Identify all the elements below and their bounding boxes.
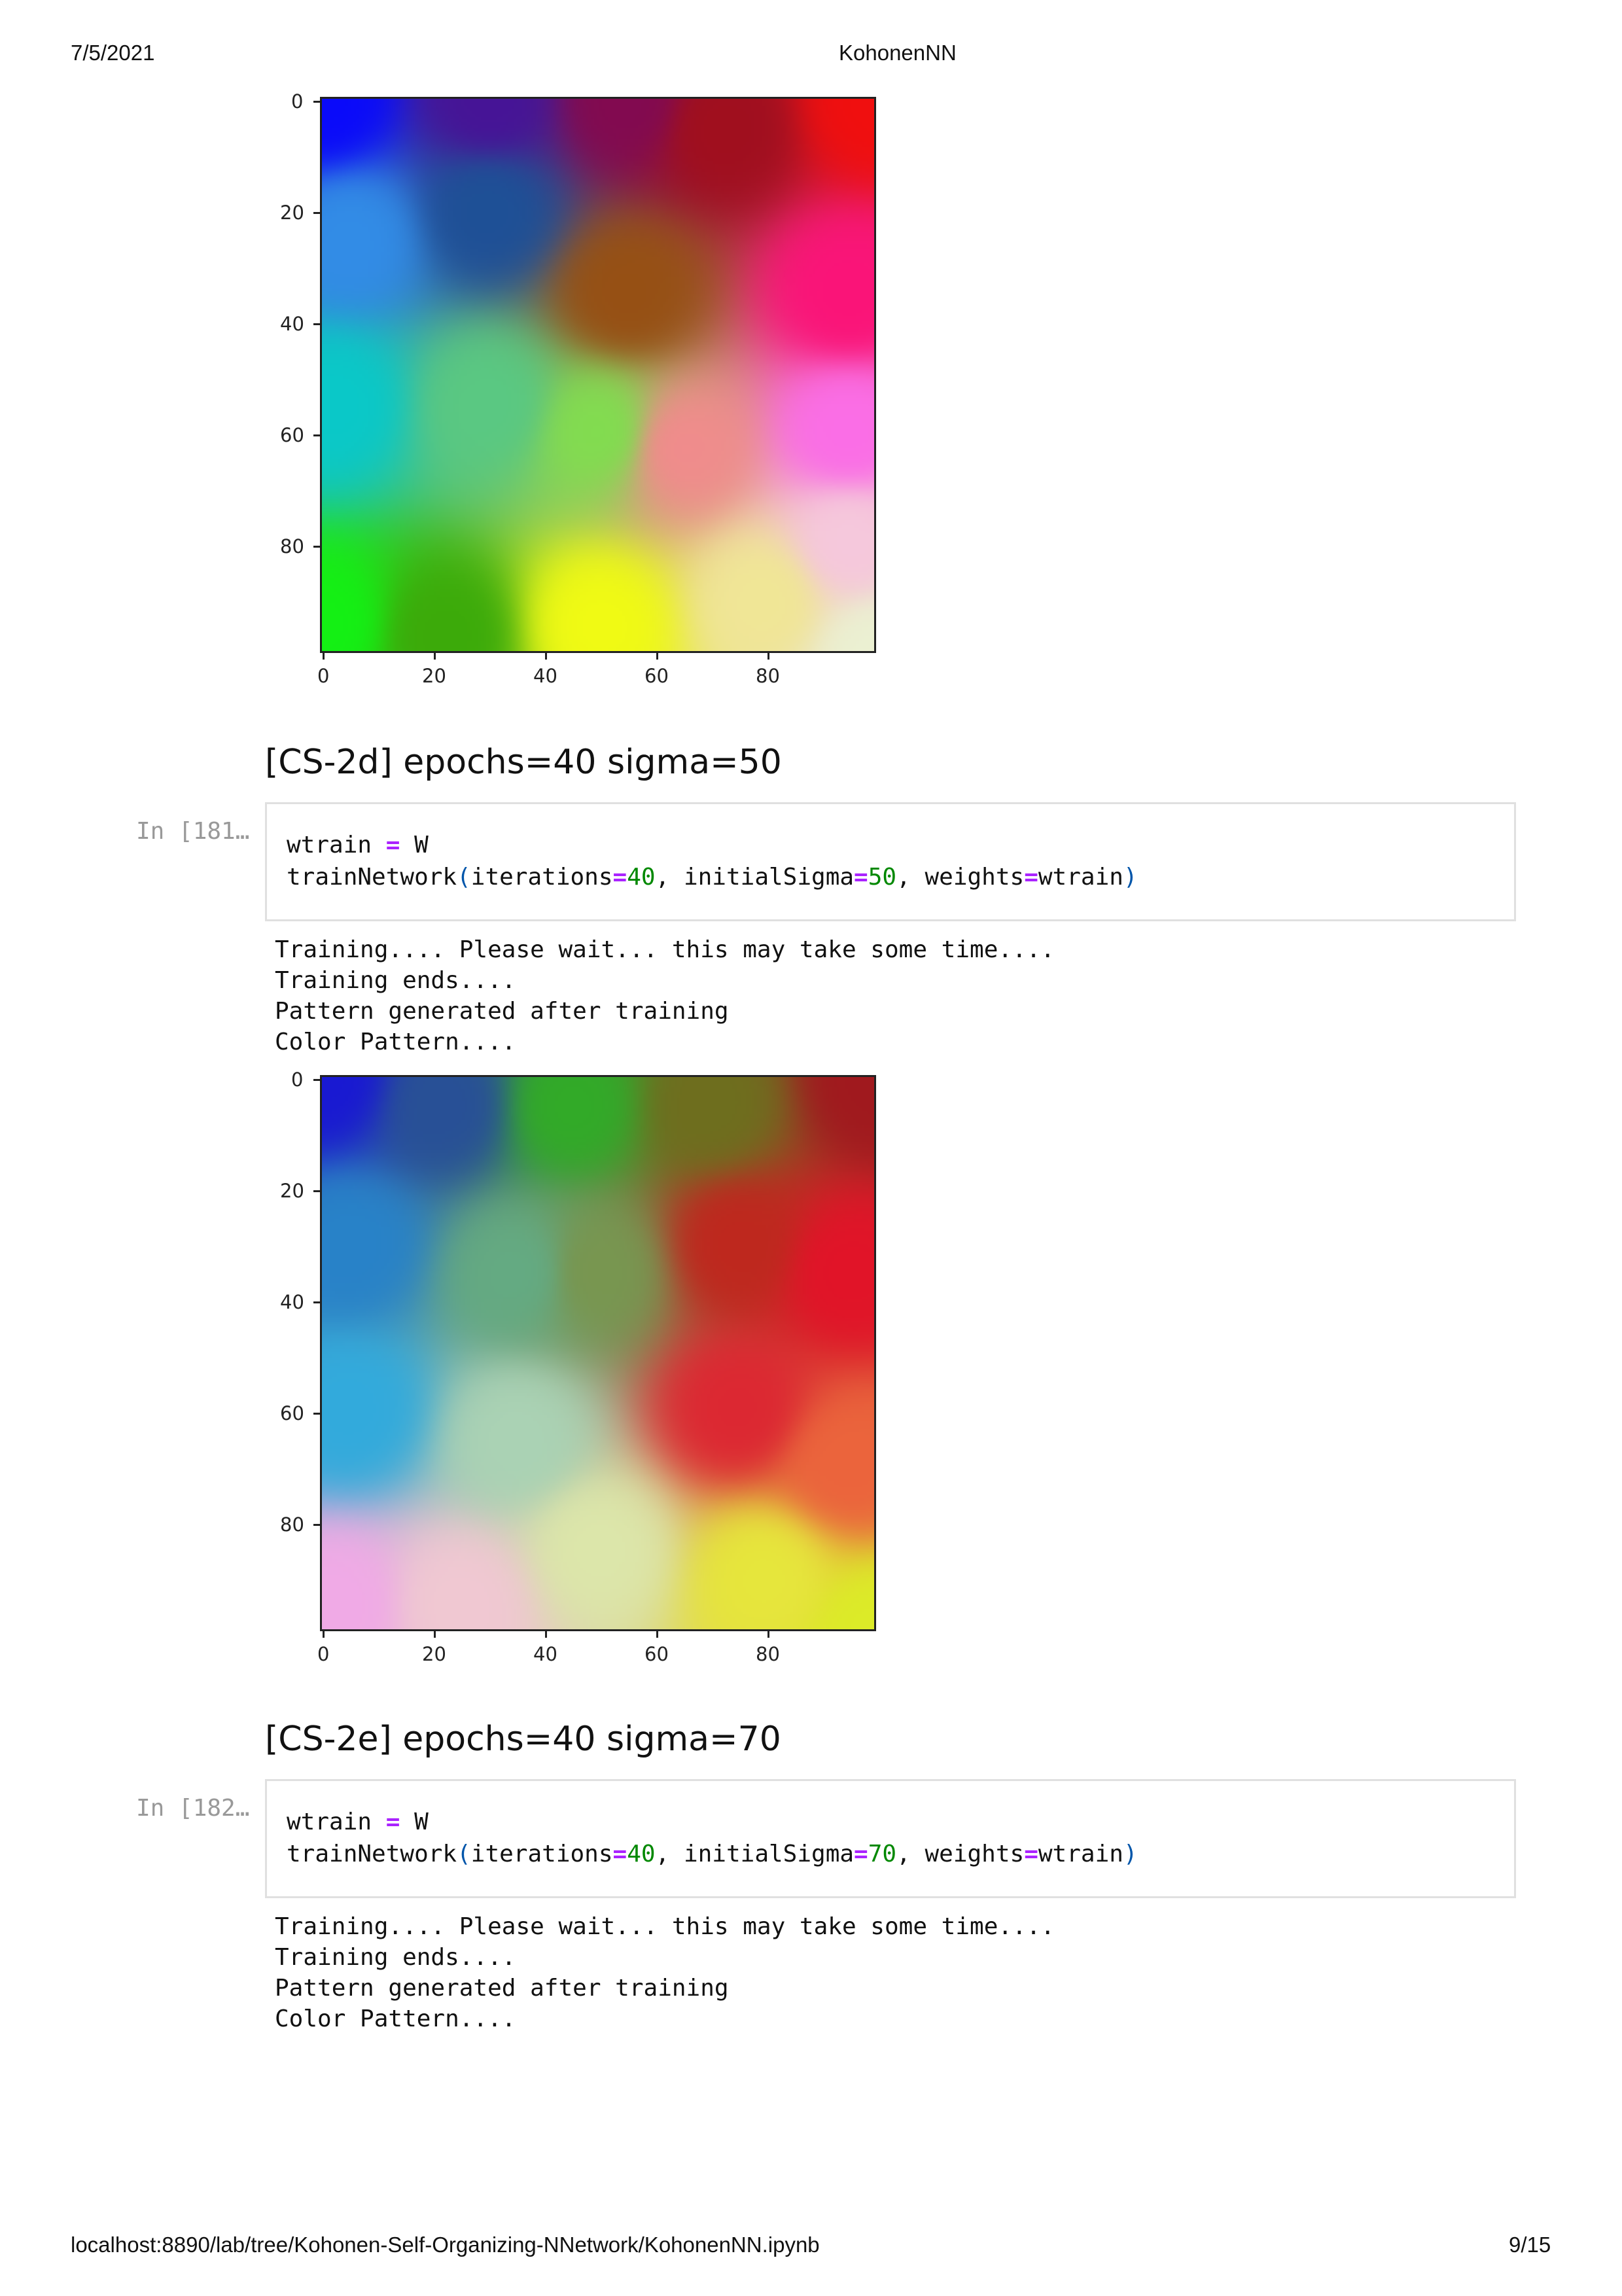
print-url: localhost:8890/lab/tree/Kohonen-Self-Org… xyxy=(71,2233,820,2257)
x-tick: 80 xyxy=(756,1643,780,1665)
x-tick: 60 xyxy=(644,665,669,687)
code-cell[interactable]: wtrain = W trainNetwork(iterations=40, i… xyxy=(265,1779,1516,1898)
x-tick: 20 xyxy=(422,1643,446,1665)
code-line: wtrain = W xyxy=(287,1809,429,1835)
code-line: trainNetwork(iterations=40, initialSigma… xyxy=(287,1841,1138,1867)
som-color-map-2: 0 20 40 60 80 0 20 40 60 80 xyxy=(265,1069,919,1677)
page-number: 9/15 xyxy=(1509,2233,1551,2257)
y-tick: 60 xyxy=(280,424,304,446)
section-heading: [CS-2d] epochs=40 sigma=50 xyxy=(265,743,782,782)
section-heading: [CS-2e] epochs=40 sigma=70 xyxy=(265,1720,781,1759)
x-tick: 80 xyxy=(756,665,780,687)
y-tick: 0 xyxy=(291,1069,304,1091)
code-line: wtrain = W xyxy=(287,832,429,858)
y-tick: 20 xyxy=(280,202,304,224)
x-tick: 20 xyxy=(422,665,446,687)
y-tick: 80 xyxy=(280,1513,304,1536)
y-tick: 20 xyxy=(280,1180,304,1202)
y-tick: 80 xyxy=(280,535,304,557)
print-title: KohonenNN xyxy=(839,41,957,65)
som-color-map-1: 0 20 40 60 80 0 20 40 60 80 xyxy=(265,90,919,699)
code-cell[interactable]: wtrain = W trainNetwork(iterations=40, i… xyxy=(265,802,1516,921)
cell-prompt: In [181… xyxy=(136,818,250,845)
x-tick: 0 xyxy=(317,665,330,687)
cell-prompt: In [182… xyxy=(136,1795,250,1822)
cell-output: Training.... Please wait... this may tak… xyxy=(275,1913,1055,2032)
code-line: trainNetwork(iterations=40, initialSigma… xyxy=(287,864,1138,891)
x-tick: 40 xyxy=(533,665,557,687)
print-date: 7/5/2021 xyxy=(71,41,155,65)
x-tick: 0 xyxy=(317,1643,330,1665)
y-tick: 0 xyxy=(291,90,304,113)
x-tick: 40 xyxy=(533,1643,557,1665)
x-tick: 60 xyxy=(644,1643,669,1665)
y-tick: 40 xyxy=(280,313,304,335)
y-tick: 40 xyxy=(280,1291,304,1313)
som-image-2 xyxy=(320,1075,876,1631)
y-tick: 60 xyxy=(280,1402,304,1424)
cell-output: Training.... Please wait... this may tak… xyxy=(275,936,1055,1055)
som-image-1 xyxy=(320,97,876,653)
